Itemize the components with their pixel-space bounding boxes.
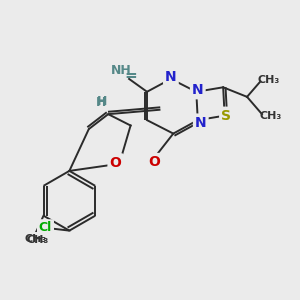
Text: O: O <box>148 155 160 169</box>
Text: O: O <box>110 155 122 170</box>
Text: CH₃: CH₃ <box>259 111 281 121</box>
Text: CH₃: CH₃ <box>25 234 47 244</box>
Text: H: H <box>95 96 106 109</box>
Text: H: H <box>96 95 107 108</box>
Text: NH: NH <box>111 64 132 77</box>
Text: O: O <box>110 155 122 170</box>
Text: Cl: Cl <box>39 222 52 235</box>
Text: N: N <box>192 83 204 97</box>
Text: N: N <box>195 116 207 130</box>
Text: =: = <box>124 68 137 83</box>
Text: CH₃: CH₃ <box>258 75 280 85</box>
Text: S: S <box>221 109 231 123</box>
Text: CH₃: CH₃ <box>26 235 49 244</box>
Text: N: N <box>165 70 177 83</box>
Text: Cl: Cl <box>39 221 52 234</box>
